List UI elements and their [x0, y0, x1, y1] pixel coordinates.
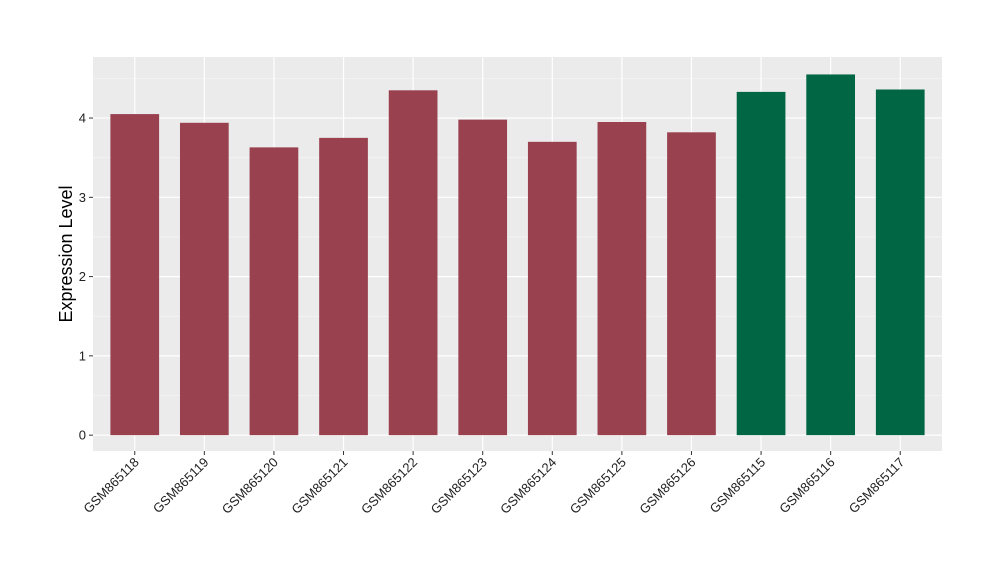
- bar-gsm865121: [319, 137, 368, 436]
- bar-gsm865117: [875, 89, 925, 436]
- y-tick-label: 1: [79, 348, 86, 363]
- x-tick-label: GSM865116: [776, 455, 838, 517]
- bar-gsm865124: [527, 141, 577, 436]
- bar-gsm865122: [388, 90, 438, 436]
- y-tick-label: 4: [79, 111, 86, 126]
- bar-gsm865115: [736, 91, 786, 436]
- bars: [110, 74, 925, 436]
- bar-gsm865119: [179, 122, 229, 436]
- x-axis: GSM865118 GSM865119 GSM865120 GSM865121 GSM8…: [80, 451, 907, 517]
- x-tick-label: GSM865122: [358, 455, 420, 517]
- x-tick-label: GSM865124: [497, 455, 559, 517]
- minor-gridlines: [93, 78, 942, 396]
- bar-gsm865116: [806, 74, 856, 436]
- bar-gsm865126: [667, 132, 716, 436]
- y-axis-title: Expression Level: [56, 185, 76, 322]
- plot-panel: [93, 57, 942, 451]
- x-tick-label: GSM865125: [567, 455, 629, 517]
- y-tick-label: 0: [79, 428, 86, 443]
- x-tick-label: GSM865123: [428, 455, 490, 517]
- bar-gsm865125: [597, 122, 647, 436]
- x-tick-label: GSM865126: [636, 455, 698, 517]
- bar-gsm865118: [110, 114, 160, 436]
- x-tick-label: GSM865120: [219, 455, 281, 517]
- x-tick-label: GSM865119: [150, 455, 212, 517]
- y-tick-label: 3: [79, 190, 86, 205]
- bar-gsm865123: [458, 119, 508, 436]
- bar-gsm865120: [249, 147, 299, 436]
- x-tick-label: GSM865118: [80, 455, 142, 517]
- x-tick-label: GSM865115: [707, 455, 769, 517]
- y-axis: 0 1 2 3 4: [79, 111, 93, 443]
- x-tick-label: GSM865121: [288, 455, 350, 517]
- y-tick-label: 2: [79, 269, 86, 284]
- x-tick-label: GSM865117: [846, 455, 908, 517]
